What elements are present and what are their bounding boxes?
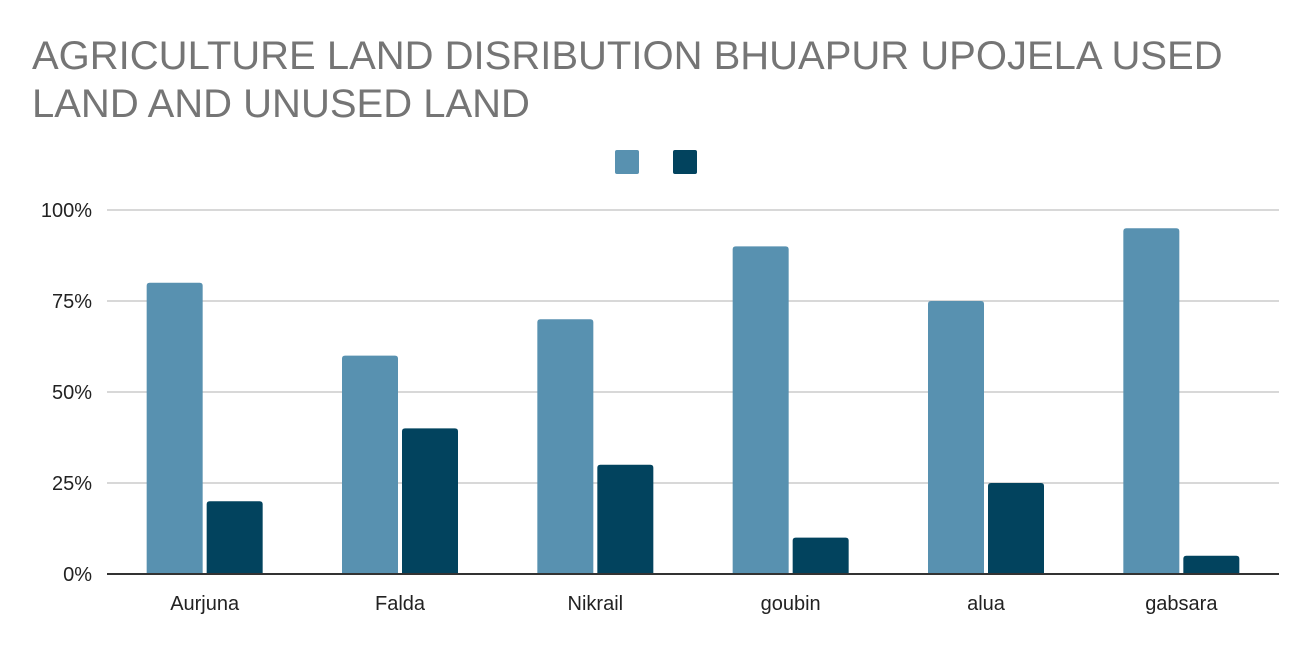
x-tick-label: Nikrail [568,593,624,615]
x-tick-label: Falda [375,593,426,615]
y-tick-label: 0% [63,564,92,586]
legend-swatch [673,150,697,174]
bar [402,428,458,574]
y-tick-label: 100% [41,200,92,222]
bar [732,246,789,574]
bar [1183,555,1240,574]
bar [206,501,263,574]
bar [1123,228,1180,574]
x-tick-label: goubin [761,593,821,615]
y-tick-label: 25% [52,473,92,495]
bar [597,464,654,574]
x-tick-label: gabsara [1145,593,1218,615]
bar [537,319,594,574]
y-tick-label: 50% [52,382,92,404]
bar [928,301,984,574]
x-tick-label: alua [967,593,1006,615]
x-tick-label: Aurjuna [170,593,240,615]
bar [146,282,203,574]
y-tick-label: 75% [52,291,92,313]
bar [792,537,849,574]
bar [342,355,398,574]
bar [988,483,1044,574]
legend-swatch [615,150,639,174]
chart-title: AGRICULTURE LAND DISRIBUTION BHUAPUR UPO… [32,34,1223,126]
